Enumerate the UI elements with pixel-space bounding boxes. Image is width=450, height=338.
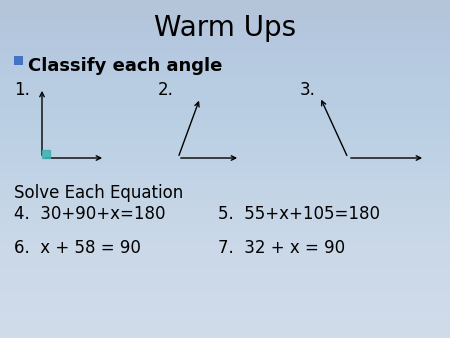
Text: 1.: 1. (14, 81, 30, 99)
Text: 7.  32 + x = 90: 7. 32 + x = 90 (218, 239, 345, 257)
Text: 6.  x + 58 = 90: 6. x + 58 = 90 (14, 239, 141, 257)
Text: Solve Each Equation: Solve Each Equation (14, 184, 183, 202)
Text: Classify each angle: Classify each angle (28, 57, 222, 75)
Bar (42, 150, 50, 158)
Text: Warm Ups: Warm Ups (154, 14, 296, 42)
Text: 5.  55+x+105=180: 5. 55+x+105=180 (218, 205, 380, 223)
Text: 2.: 2. (158, 81, 174, 99)
Bar (14, 56, 23, 65)
Text: 3.: 3. (300, 81, 316, 99)
Text: 4.  30+90+x=180: 4. 30+90+x=180 (14, 205, 166, 223)
